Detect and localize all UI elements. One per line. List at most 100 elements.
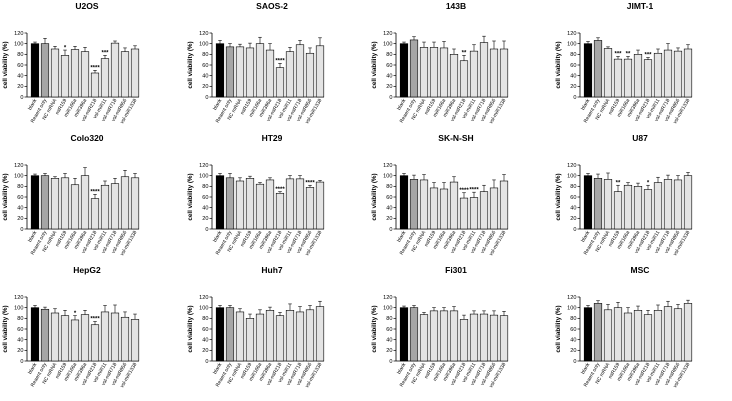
bar-reaent-only [409,179,419,230]
bar-mir166a [70,319,80,362]
bar-nc-mrna [603,48,613,98]
y-tick-label: 20 [570,348,576,354]
bar-mir166a [70,184,80,230]
y-tick-label: 0 [20,95,23,101]
chart-title: U2OS [75,1,98,11]
bar-mir159 [429,187,439,230]
bar-mir166a [255,183,265,230]
bar-vsl-mir1338 [683,175,693,230]
y-axis-label: cell viability (%) [2,41,9,88]
bar-vsl-mir1338 [130,177,140,230]
bar-blank [399,43,409,98]
y-tick-label: 80 [386,316,392,322]
y-axis-label: cell viability (%) [555,305,562,352]
y-tick-label: 0 [20,227,23,233]
bar-mir166a [255,43,265,98]
chart-title: Colo320 [70,133,103,143]
y-tick-label: 100 [383,42,392,48]
bar-vsl-mir718 [110,183,120,230]
y-tick-label: 80 [202,316,208,322]
bar-vsl-mir718 [479,42,489,98]
bar-reaent-only [593,40,603,98]
y-tick-label: 40 [570,74,576,80]
significance-label: *** [614,52,622,58]
y-tick-label: 60 [386,195,392,201]
bar-mir159 [429,310,439,362]
y-tick-label: 20 [570,216,576,222]
bar-vsl-mir218 [459,319,469,362]
bar-mir166a [623,58,633,98]
bar-vsl-mir11 [653,310,663,362]
bar-mir396a [265,179,275,230]
chart-fi301: Fi301 cell viability (%) 0 20 40 60 80 100 120 bl… [371,265,509,389]
y-tick-label: 100 [567,42,576,48]
bar-nc-mrna [419,47,429,98]
bar-nc-mrna [603,179,613,230]
significance-label: ** [616,180,621,186]
y-tick-label: 120 [383,31,392,37]
chart-title: HT29 [262,133,283,143]
y-tick-label: 40 [202,74,208,80]
bar-mir166a [623,184,633,230]
bar-vsl-mir11 [285,178,295,230]
significance-label: * [64,45,67,51]
y-tick-label: 80 [17,52,23,58]
bar-blank [399,307,409,362]
bar-blank [215,175,225,230]
bar-mir396a [633,310,643,362]
chart-title: 143B [446,1,466,11]
x-tick-label: blank [580,362,591,376]
y-tick-label: 40 [17,338,23,344]
bar-vsl-mir218 [90,72,100,98]
x-tick-label: blank [212,230,223,244]
bar-vsl-mir11 [100,311,110,362]
chart-143b: 143B cell viability (%) 0 20 40 60 80 100 120 bla… [371,1,509,125]
y-axis-label: cell viability (%) [187,41,194,88]
bar-mir396a [80,314,90,362]
y-tick-label: 20 [202,216,208,222]
bar-nc-mrna [419,314,429,362]
x-tick-label: blank [27,98,38,112]
y-tick-label: 60 [386,327,392,333]
y-tick-label: 80 [570,52,576,58]
y-tick-label: 120 [199,163,208,169]
y-tick-label: 60 [202,327,208,333]
bar-blank [583,307,593,362]
y-tick-label: 20 [386,216,392,222]
bar-mir396a [80,175,90,230]
y-tick-label: 100 [199,42,208,48]
bar-mir159 [245,318,255,362]
bar-nc-mrna [235,311,245,362]
significance-label: * [74,311,77,317]
bar-vsl-mir856 [673,308,683,362]
significance-label: **** [275,59,285,65]
bar-vsl-mir1338 [130,319,140,362]
y-tick-label: 120 [14,163,23,169]
bar-reaent-only [40,175,50,230]
y-tick-label: 80 [17,316,23,322]
significance-label: *** [644,53,652,59]
bar-blank [583,43,593,98]
y-tick-label: 120 [567,295,576,301]
chart-u2os: U2OS cell viability (%) 0 20 40 60 80 100 120 bla… [2,1,140,125]
bar-vsl-mir718 [295,311,305,362]
y-tick-label: 20 [17,216,23,222]
bar-vsl-mir718 [663,306,673,362]
y-tick-label: 20 [202,348,208,354]
x-tick-label: blank [27,230,38,244]
bar-vsl-mir218 [90,198,100,230]
bar-vsl-mir856 [305,187,315,230]
significance-label: **** [275,187,285,193]
bar-vsl-mir1338 [315,45,325,98]
bar-vsl-mir218 [459,197,469,230]
bar-blank [399,175,409,230]
bar-nc-mrna [603,309,613,362]
bar-vsl-mir218 [275,192,285,230]
bar-vsl-mir11 [653,52,663,98]
significance-label: **** [459,188,469,194]
bar-mir159 [60,315,70,362]
x-tick-label: blank [580,230,591,244]
y-axis-label: cell viability (%) [371,173,378,220]
bar-mir396a [633,186,643,230]
